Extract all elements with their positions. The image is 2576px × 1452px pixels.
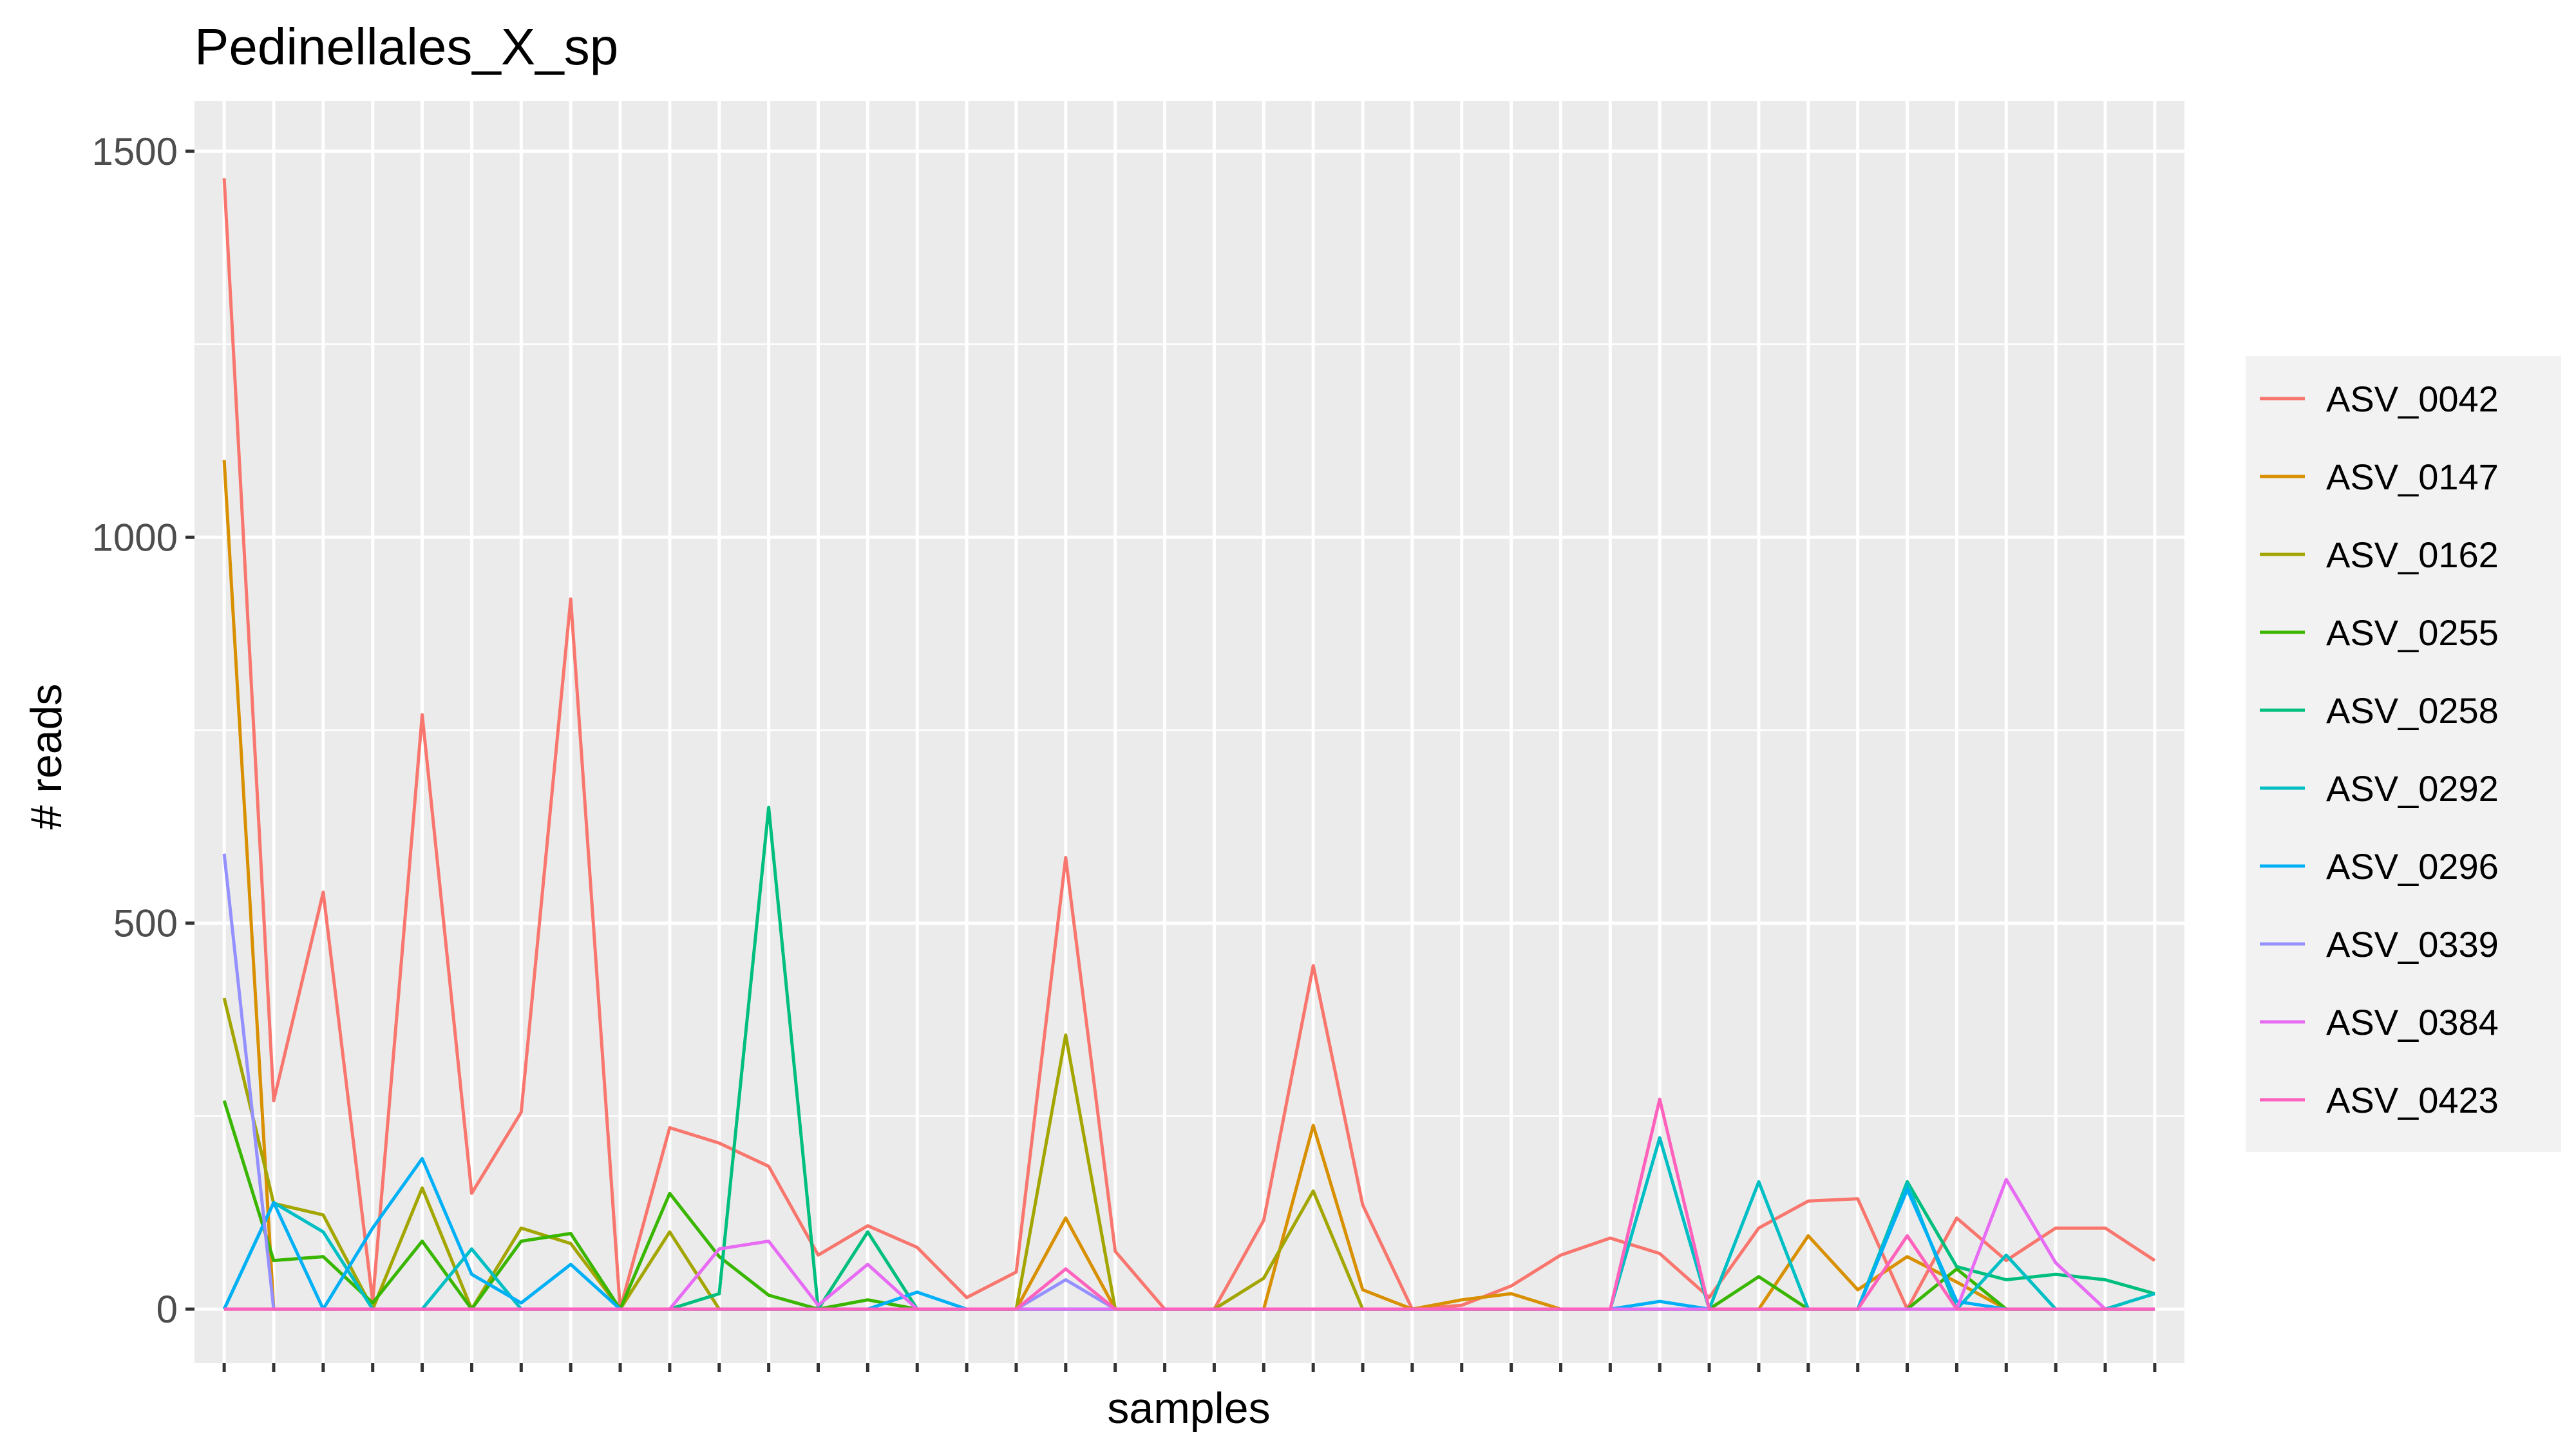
x-axis-title: samples <box>1107 1384 1270 1433</box>
y-axis-title: # reads <box>22 684 71 830</box>
legend-label: ASV_0147 <box>2326 457 2499 497</box>
legend-label: ASV_0258 <box>2326 690 2499 731</box>
legend-label: ASV_0162 <box>2326 534 2499 575</box>
y-tick-label: 0 <box>156 1288 178 1331</box>
legend-label: ASV_0292 <box>2326 768 2499 809</box>
legend-label: ASV_0296 <box>2326 846 2499 887</box>
panel-background <box>194 101 2184 1363</box>
legend-label: ASV_0423 <box>2326 1080 2499 1120</box>
legend: ASV_0042 ASV_0147 ASV_0162 ASV_0255 ASV_0258… <box>2246 356 2561 1152</box>
chart-title: Pedinellales_X_sp <box>194 18 618 75</box>
plot-panel: 0 500 1000 1500 <box>92 101 2184 1372</box>
legend-label: ASV_0339 <box>2326 924 2499 965</box>
legend-label: ASV_0255 <box>2326 612 2499 653</box>
legend-label: ASV_0384 <box>2326 1002 2499 1042</box>
legend-label: ASV_0042 <box>2326 379 2499 419</box>
y-tick-label: 1500 <box>92 130 178 173</box>
series-line-asv-0423 <box>224 1097 2155 1311</box>
y-tick-label: 500 <box>113 902 178 945</box>
y-tick-label: 1000 <box>92 516 178 559</box>
